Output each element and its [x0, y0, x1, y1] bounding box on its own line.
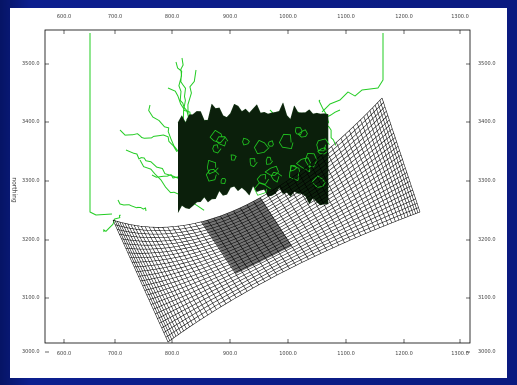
coastline-island [220, 177, 227, 185]
coastline-island [311, 175, 326, 188]
bottom-tick-label: 700.0 [107, 351, 123, 357]
left-tick-label: 3500.0 [22, 61, 40, 67]
bottom-tick-label: 1300.0 [451, 351, 469, 357]
coastline-island [289, 165, 300, 182]
bottom-tick-label: 600.0 [56, 351, 72, 357]
right-tick-label: 3100.0 [478, 295, 496, 301]
coastline-island [249, 158, 258, 168]
top-tick-label: 900.0 [222, 14, 238, 20]
top-tick-label: 1200.0 [395, 14, 413, 20]
grid-refined-core [201, 197, 292, 274]
coastline-island [290, 165, 298, 172]
coastline-island [264, 165, 279, 176]
coastline-island [253, 182, 271, 196]
figure-panel [10, 8, 507, 378]
left-tick-label: 3100.0 [22, 295, 40, 301]
left-tick-label: 3200.0 [22, 237, 40, 243]
coastline-island [209, 129, 226, 144]
top-tick-label: 1000.0 [279, 14, 297, 20]
bottom-tick-label: 1200.0 [395, 351, 413, 357]
coastline-river [117, 199, 147, 212]
coastline-river [103, 214, 121, 233]
coastline-island [205, 168, 220, 182]
coastline-river [148, 104, 181, 157]
coastline-island [316, 138, 330, 152]
top-tick-label: 1100.0 [337, 14, 355, 20]
left-tick-label: 3300.0 [22, 178, 40, 184]
coastline-island [212, 144, 222, 154]
right-tick-label: 3000.0 [478, 349, 496, 355]
boundary-line-east [321, 33, 384, 113]
coastline-island [253, 139, 270, 155]
coastline-island [294, 127, 303, 136]
right-tick-label: 3400.0 [478, 119, 496, 125]
estuary-mass [177, 102, 329, 213]
coastline-island [270, 171, 283, 183]
curvilinear-grid [112, 97, 421, 343]
right-tick-label: 3300.0 [478, 178, 496, 184]
coastline-island [265, 156, 274, 165]
bottom-tick-label: 900.0 [222, 351, 238, 357]
right-tick-label: 3200.0 [478, 237, 496, 243]
plot-frame [44, 29, 471, 344]
boundary-line-west [89, 33, 113, 216]
coastline-island [304, 152, 318, 168]
coastline-river [119, 129, 178, 152]
coastline-island [256, 173, 270, 185]
coastline-island [230, 154, 237, 161]
coastline-island [215, 136, 229, 147]
coastline-island [278, 133, 294, 150]
top-tick-label: 700.0 [107, 14, 123, 20]
bottom-tick-label: 1000.0 [279, 351, 297, 357]
coastline-island [242, 137, 250, 146]
bottom-tick-label: 1100.0 [337, 351, 355, 357]
coastline-island [297, 129, 308, 138]
top-tick-label: 800.0 [164, 14, 180, 20]
coastline-island [296, 157, 312, 173]
top-tick-label: 1300.0 [451, 14, 469, 20]
left-tick-label: 3000.0 [22, 349, 40, 355]
top-tick-label: 600.0 [56, 14, 72, 20]
y-axis-title: northing [10, 177, 18, 203]
coastline-island [267, 140, 274, 147]
coastline-island [206, 159, 219, 175]
left-tick-label: 3400.0 [22, 119, 40, 125]
bottom-tick-label: 800.0 [164, 351, 180, 357]
coastline [89, 33, 384, 233]
axis-ticks [45, 30, 470, 353]
coastline-river [125, 149, 181, 180]
right-tick-label: 3500.0 [478, 61, 496, 67]
